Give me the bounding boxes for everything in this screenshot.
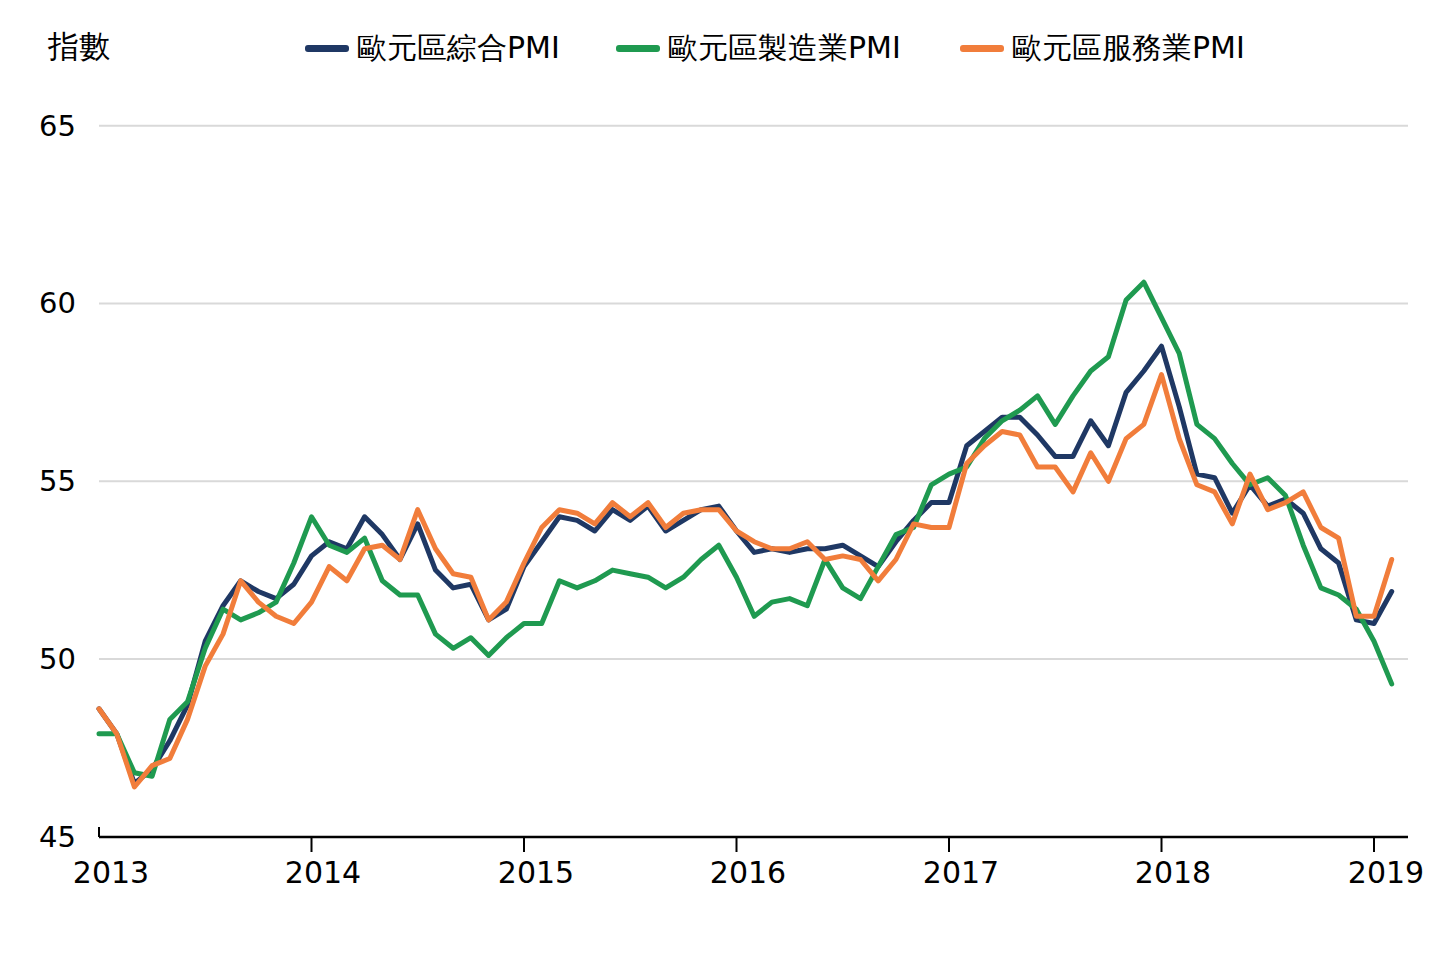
series-services-line — [99, 375, 1392, 787]
plot-area — [0, 0, 1436, 963]
pmi-line-chart: 指數 歐元區綜合PMI 歐元區製造業PMI 歐元區服務業PMI 65 60 55… — [0, 0, 1436, 963]
series-manufacturing-line — [99, 282, 1392, 776]
